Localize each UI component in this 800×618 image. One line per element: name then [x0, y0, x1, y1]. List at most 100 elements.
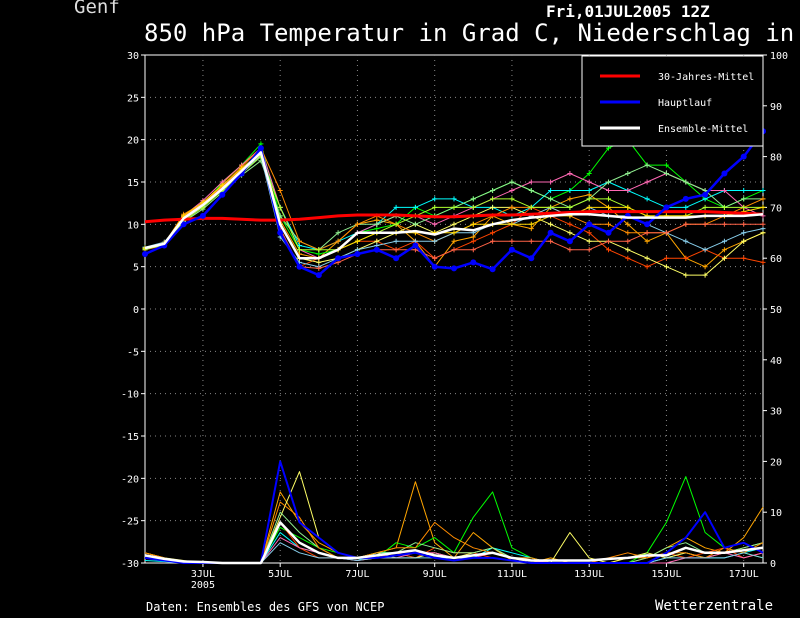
temp-main-line-point [335, 255, 342, 262]
temp-main-line-point [605, 229, 612, 236]
y-tick-label-left: -20 [121, 474, 139, 485]
temp-member-line-point [625, 230, 631, 236]
temp-member-line-point [451, 221, 457, 227]
temp-member-line-point [374, 238, 380, 244]
temp-main-line-point [315, 272, 322, 279]
brand-label: Wetterzentrale [655, 598, 774, 614]
temp-member-line-point [760, 204, 766, 210]
temp-member-line-point [586, 192, 592, 198]
temp-member-line-point [528, 188, 534, 193]
temp-member-line-point [721, 188, 727, 193]
temp-member-line-point [606, 179, 611, 185]
x-tick-label: 5JUL [268, 569, 292, 580]
temp-member-line-point [644, 196, 650, 202]
temp-member-line-point [335, 238, 341, 244]
temp-member-line-point [528, 204, 534, 210]
temp-member-line-point [606, 188, 611, 193]
y-tick-label-right: 100 [770, 51, 788, 62]
temp-member-line-point [432, 255, 438, 261]
temp-main-line-point [528, 255, 535, 262]
temp-member-line-point [606, 238, 611, 244]
temp-member-line-point [683, 204, 689, 210]
temp-member-line-point [490, 188, 496, 193]
temp-member-line-point [721, 221, 727, 227]
legend-label-mean: Ensemble-Mittel [658, 124, 748, 135]
temp-member-line-point [548, 204, 554, 210]
temp-member-line-point [586, 179, 592, 185]
y-tick-label-left: -10 [121, 390, 139, 401]
temp-member-line-point [625, 171, 631, 176]
temp-member-line-point [644, 230, 650, 236]
temp-member-line-point [741, 204, 747, 210]
temp-member-line-point [470, 204, 476, 210]
temp-member-line-point [760, 259, 766, 265]
temp-main-line-point [508, 246, 515, 253]
temp-member-line-point [760, 221, 766, 227]
temp-member-line-point [316, 251, 322, 257]
temp-member-line-point [374, 226, 380, 232]
temp-member-line-point [567, 188, 573, 193]
legend-box [581, 55, 764, 147]
temp-member-line-point [316, 265, 322, 271]
temp-member-line-point [297, 238, 302, 244]
y-tick-label-left: 20 [127, 136, 139, 147]
temp-member-line-point [721, 255, 727, 261]
temp-member-line-point [625, 255, 631, 261]
temp-member-line-point [567, 204, 573, 210]
x-tick-label: 3JUL [191, 569, 215, 580]
temp-member-line-point [606, 204, 611, 210]
temp-main-line-point [702, 191, 709, 198]
y-tick-label-left: 5 [133, 263, 139, 274]
temp-main-line-point [393, 255, 400, 262]
temp-member-line-point [586, 247, 592, 253]
temp-member-line-point [625, 238, 631, 244]
temp-member-line-point [393, 204, 399, 210]
temp-member-line-point [451, 230, 457, 236]
temp-member-line-point [567, 221, 573, 227]
y-tick-label-right: 70 [770, 203, 782, 214]
temp-member-line-point [606, 221, 611, 227]
y-tick-label-right: 30 [770, 407, 782, 418]
temp-member-line-point [412, 221, 418, 227]
temp-main-line-point [277, 229, 284, 236]
temp-member-line-point [741, 230, 747, 236]
temp-member-line-point [586, 188, 592, 193]
temp-member-line-point [741, 238, 747, 244]
temp-member-line-point [393, 221, 399, 227]
temp-main-line-point [354, 251, 361, 257]
temp-member-line-point [374, 217, 380, 223]
legend-label-climate: 30-Jahres-Mittel [658, 72, 754, 83]
temp-member-line-point [509, 238, 515, 244]
temp-member-line-point [548, 179, 554, 185]
temp-member-line-point [586, 238, 592, 244]
temp-member-line-point [509, 204, 515, 210]
temp-member-line-point [683, 221, 689, 227]
x-tick-label: 11JUL [497, 569, 527, 580]
temp-member-line-point [760, 226, 766, 232]
temp-member-line-point [567, 171, 573, 176]
temp-member-line-point [470, 196, 476, 202]
temp-member-line-point [741, 196, 747, 202]
temp-member-line-point [451, 204, 457, 210]
y-tick-label-right: 20 [770, 457, 782, 468]
temp-member-line-point [490, 238, 496, 244]
temp-member-line-point [451, 196, 457, 202]
y-tick-label-right: 10 [770, 508, 782, 519]
temp-main-line-point [451, 265, 457, 272]
x-tick-label: 7JUL [345, 569, 369, 580]
temp-member-line-point [548, 221, 554, 227]
temp-member-line-point [451, 247, 457, 253]
temp-member-line-point [393, 238, 399, 244]
temp-member-line-point [625, 247, 631, 253]
temp-member-line-point [548, 188, 554, 193]
run-date: Fri,01JUL2005 12Z [546, 2, 710, 21]
temp-member-line-point [683, 255, 689, 261]
y-tick-label-right: 0 [770, 559, 776, 570]
temp-member-line-point [741, 221, 747, 227]
chart-title: 850 hPa Temperatur in Grad C, Niederschl… [144, 19, 800, 47]
temp-member-line-point [625, 188, 631, 193]
y-tick-label-left: -15 [121, 432, 139, 443]
temp-member-line-point [354, 221, 360, 227]
data-source: Daten: Ensembles des GFS von NCEP [146, 600, 385, 614]
